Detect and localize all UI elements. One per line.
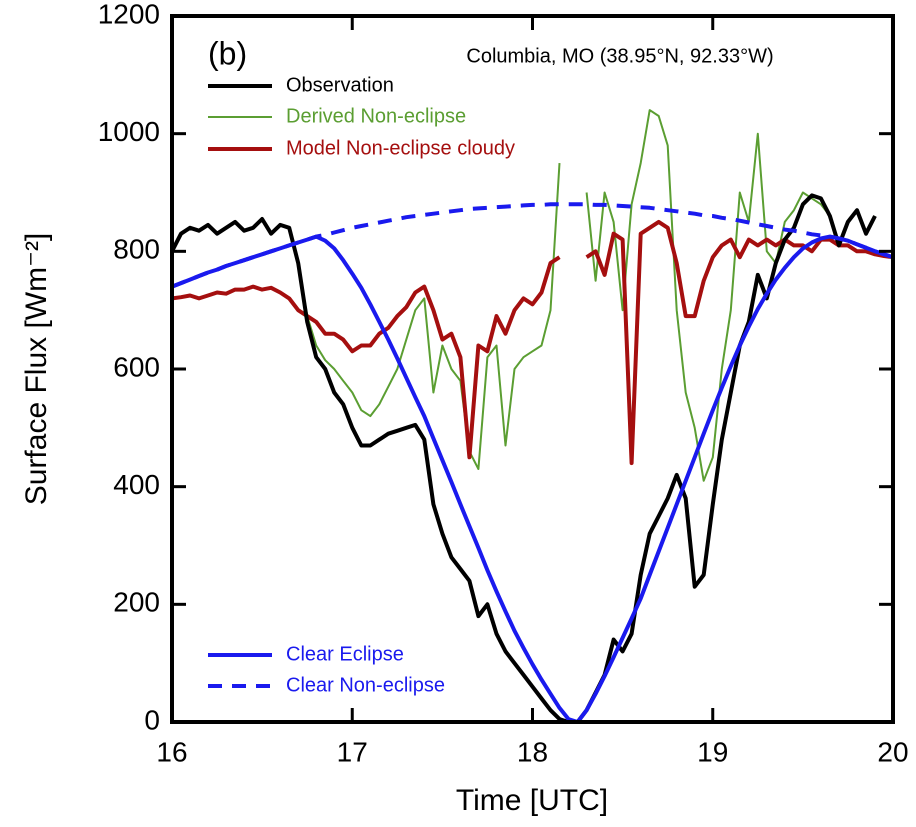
series-line: [172, 234, 893, 722]
y-tick-label: 1000: [98, 116, 160, 147]
legend-label: Clear Non-eclipse: [286, 674, 445, 696]
y-axis-label: Surface Flux [Wm⁻²]: [20, 233, 53, 506]
x-tick-label: 20: [877, 736, 908, 767]
y-tick-label: 400: [113, 469, 160, 500]
annotation: Columbia, MO (38.95°N, 92.33°W): [466, 45, 773, 67]
y-tick-label: 1200: [98, 0, 160, 29]
y-tick-label: 200: [113, 587, 160, 618]
legend-label: Clear Eclipse: [286, 643, 404, 665]
y-tick-label: 0: [144, 704, 160, 735]
series-line: [172, 202, 893, 289]
x-tick-label: 17: [337, 736, 368, 767]
x-tick-label: 16: [156, 736, 187, 767]
legend-label: Derived Non-eclipse: [286, 105, 466, 127]
x-tick-label: 18: [517, 736, 548, 767]
series-line: [172, 193, 877, 722]
x-tick-label: 19: [697, 736, 728, 767]
series-line: [172, 219, 893, 466]
legend-label: Model Non-eclipse cloudy: [286, 137, 515, 159]
legend-label: Observation: [286, 74, 394, 96]
x-axis-label: Time [UTC]: [456, 784, 608, 817]
plot-frame: [170, 14, 895, 724]
y-tick-label: 800: [113, 234, 160, 265]
y-tick-label: 600: [113, 351, 160, 382]
panel-label: (b): [208, 35, 247, 71]
